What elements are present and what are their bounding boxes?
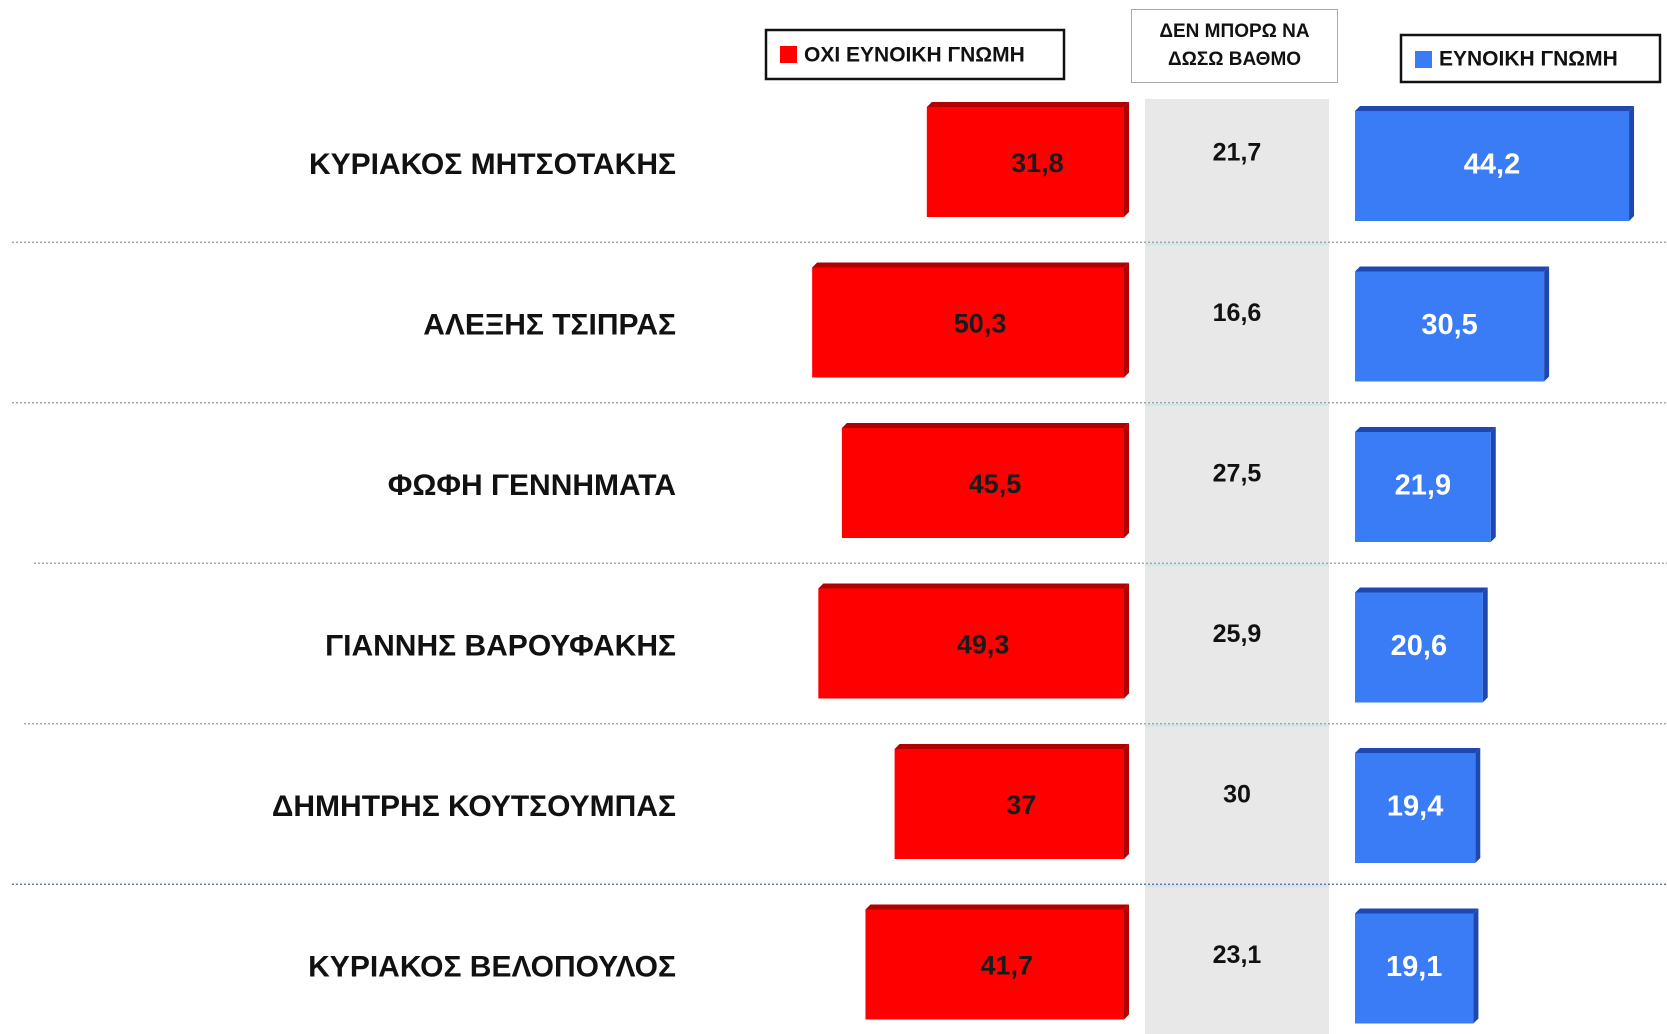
value-label: 37: [1006, 790, 1036, 820]
bar-side: [1124, 744, 1129, 859]
bar-top: [812, 262, 1129, 268]
bar-side: [1544, 266, 1550, 382]
bar-top: [894, 744, 1129, 749]
bar-side: [1124, 583, 1129, 699]
value-label: 19,1: [1386, 951, 1442, 983]
legend-label: ΕΥΝΟΙΚΗ ΓΝΩΜΗ: [1439, 48, 1618, 71]
bar-top: [1355, 427, 1496, 432]
bar-side: [1124, 102, 1129, 217]
bar: [894, 749, 1124, 859]
bar-top: [841, 423, 1129, 428]
value-label: 31,8: [1011, 148, 1064, 178]
value-label: 27,5: [1213, 460, 1262, 488]
bar-top: [1355, 748, 1481, 753]
value-label: 25,9: [1213, 620, 1262, 648]
value-label: 23,1: [1213, 941, 1262, 969]
bar: [1355, 271, 1545, 382]
category-label: ΓΙΑΝΝΗΣ ΒΑΡΟΥΦΑΚΗΣ: [325, 629, 676, 662]
category-label: ΚΥΡΙΑΚΟΣ ΒΕΛΟΠΟΥΛΟΣ: [308, 950, 676, 983]
value-label: 21,7: [1213, 139, 1262, 167]
value-label: 44,2: [1464, 149, 1520, 181]
category-label: ΦΩΦΗ ΓΕΝΝΗΜΑΤΑ: [388, 469, 676, 502]
legend-swatch: [780, 46, 797, 63]
bar-top: [1355, 908, 1479, 914]
bar: [1355, 913, 1474, 1024]
bar-top: [1355, 106, 1635, 111]
bar-side: [1482, 587, 1488, 703]
value-label: 49,3: [957, 630, 1010, 660]
bar-top: [926, 102, 1129, 107]
legend-box: [1399, 33, 1662, 84]
middle-column: [1145, 99, 1329, 1034]
bar-side: [1124, 262, 1129, 378]
bar: [926, 107, 1124, 217]
value-label: 50,3: [954, 309, 1007, 339]
value-label: 30,5: [1421, 309, 1477, 341]
legend-middle: ΔΕΝ ΜΠΟΡΩ ΝΑ ΔΩΣΩ ΒΑΘΜΟ: [1131, 9, 1338, 83]
legend-box: [764, 28, 1066, 81]
bar-top: [818, 583, 1129, 589]
bar-top: [865, 904, 1129, 910]
category-label: ΚΥΡΙΑΚΟΣ ΜΗΤΣΟΤΑΚΗΣ: [309, 148, 676, 181]
legend-label: ΟΧΙ ΕΥΝΟΙΚΗ ΓΝΩΜΗ: [804, 44, 1025, 67]
value-label: 30: [1223, 781, 1251, 809]
category-label: ΔΗΜΗΤΡΗΣ ΚΟΥΤΣΟΥΜΠΑΣ: [272, 790, 676, 823]
bar-side: [1490, 427, 1496, 542]
bar: [1355, 111, 1630, 221]
legend-swatch: [1415, 51, 1432, 68]
bar: [1355, 592, 1483, 703]
bar: [865, 909, 1124, 1020]
bar: [1355, 753, 1476, 863]
bar-side: [1124, 904, 1129, 1020]
bar: [818, 588, 1124, 699]
value-label: 16,6: [1213, 299, 1262, 327]
value-label: 19,4: [1387, 791, 1443, 823]
bar: [812, 267, 1124, 378]
bar-side: [1473, 908, 1479, 1024]
bar-top: [1355, 587, 1488, 593]
value-label: 45,5: [969, 469, 1022, 499]
category-label: ΑΛΕΞΗΣ ΤΣΙΠΡΑΣ: [423, 308, 676, 341]
value-label: 21,9: [1395, 470, 1451, 502]
bar-top: [1355, 266, 1550, 272]
bar-side: [1629, 106, 1635, 221]
value-label: 20,6: [1391, 630, 1447, 662]
bar-side: [1475, 748, 1481, 863]
bar: [841, 428, 1124, 538]
value-label: 41,7: [980, 951, 1033, 981]
bar: [1355, 432, 1491, 542]
bar-side: [1124, 423, 1129, 538]
